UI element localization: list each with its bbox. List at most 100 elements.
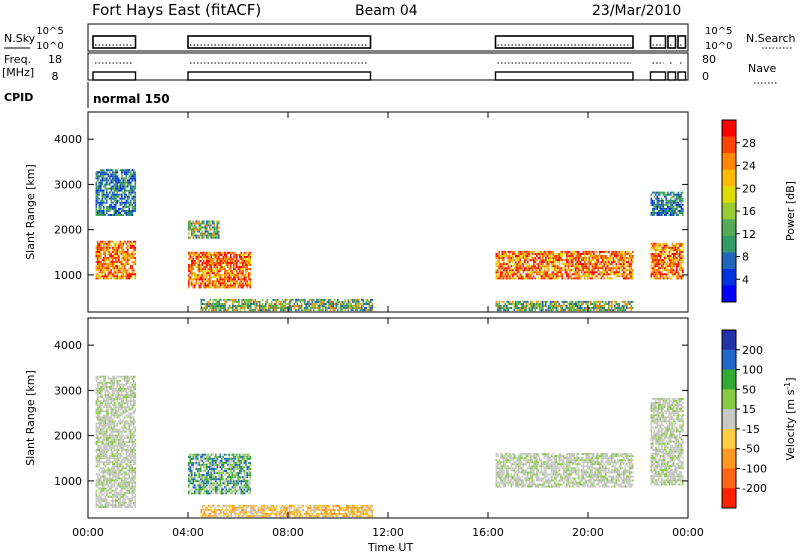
data-cell <box>232 305 234 307</box>
data-cell <box>103 169 105 171</box>
data-cell <box>108 249 110 251</box>
data-cell <box>663 263 665 265</box>
data-cell <box>655 212 657 214</box>
data-cell <box>221 278 223 280</box>
data-cell <box>241 268 243 270</box>
data-cell <box>206 256 208 258</box>
data-cell <box>123 439 125 441</box>
data-cell <box>114 500 116 502</box>
data-cell <box>622 263 624 265</box>
data-cell <box>673 261 675 263</box>
data-cell <box>242 264 244 266</box>
data-cell <box>542 309 544 311</box>
data-cell <box>673 208 675 210</box>
data-cell <box>568 269 570 271</box>
data-cell <box>193 231 195 233</box>
data-cell <box>103 429 105 431</box>
data-cell <box>126 210 128 212</box>
data-cell <box>124 408 126 410</box>
data-cell <box>613 273 615 275</box>
data-cell <box>622 307 624 309</box>
data-cell <box>226 299 228 301</box>
data-cell <box>361 309 363 311</box>
data-cell <box>586 259 588 261</box>
data-cell <box>103 433 105 435</box>
data-cell <box>196 262 198 264</box>
data-cell <box>508 267 510 269</box>
data-cell <box>121 384 123 386</box>
data-cell <box>563 303 565 305</box>
data-cell <box>114 173 116 175</box>
data-cell <box>655 194 657 196</box>
data-cell <box>276 307 278 309</box>
data-cell <box>608 273 610 275</box>
data-cell <box>370 309 372 311</box>
data-cell <box>96 177 98 179</box>
data-cell <box>679 267 681 269</box>
data-cell <box>533 257 535 259</box>
data-cell <box>589 263 591 265</box>
data-cell <box>193 284 195 286</box>
data-cell <box>230 278 232 280</box>
data-cell <box>241 278 243 280</box>
data-cell <box>215 252 217 254</box>
data-cell <box>111 277 113 279</box>
data-cell <box>212 254 214 256</box>
data-cell <box>520 259 522 261</box>
data-cell <box>193 264 195 266</box>
data-cell <box>220 252 222 254</box>
data-cell <box>117 202 119 204</box>
data-cell <box>220 307 222 309</box>
freq-block <box>678 72 686 80</box>
data-cell <box>533 261 535 263</box>
data-cell <box>208 222 210 224</box>
data-cell <box>553 271 555 273</box>
data-cell <box>613 259 615 261</box>
data-cell <box>565 259 567 261</box>
data-cell <box>194 229 196 231</box>
data-cell <box>97 392 99 394</box>
data-cell <box>223 282 225 284</box>
data-cell <box>130 210 132 212</box>
nsky-block <box>188 36 371 48</box>
data-cell <box>123 465 125 467</box>
data-cell <box>497 309 499 311</box>
data-cell <box>193 274 195 276</box>
data-cell <box>679 257 681 259</box>
data-cell <box>506 273 508 275</box>
data-cell <box>672 249 674 251</box>
data-cell <box>117 449 119 451</box>
freq-block <box>496 72 634 80</box>
data-cell <box>103 427 105 429</box>
data-cell <box>103 269 105 271</box>
data-cell <box>602 275 604 277</box>
data-cell <box>96 506 98 508</box>
data-cell <box>231 307 233 309</box>
data-cell <box>357 303 359 305</box>
data-cell <box>357 309 359 311</box>
data-cell <box>123 410 125 412</box>
data-cell <box>126 388 128 390</box>
data-cell <box>97 443 99 445</box>
data-cell <box>673 194 675 196</box>
data-cell <box>114 406 116 408</box>
data-cell <box>607 309 609 311</box>
data-cell <box>276 309 278 311</box>
data-cell <box>103 261 105 263</box>
data-cell <box>124 204 126 206</box>
data-cell <box>506 307 508 309</box>
data-cell <box>631 305 633 307</box>
data-cell <box>97 212 99 214</box>
data-cell <box>280 307 282 309</box>
data-cell <box>209 286 211 288</box>
data-cell <box>100 277 102 279</box>
data-cell <box>232 309 234 311</box>
data-cell <box>541 269 543 271</box>
data-cell <box>96 212 98 214</box>
data-cell <box>103 469 105 471</box>
data-cell <box>135 257 137 259</box>
data-cell <box>664 214 666 216</box>
data-cell <box>129 259 131 261</box>
data-cell <box>126 496 128 498</box>
data-cell <box>218 256 220 258</box>
